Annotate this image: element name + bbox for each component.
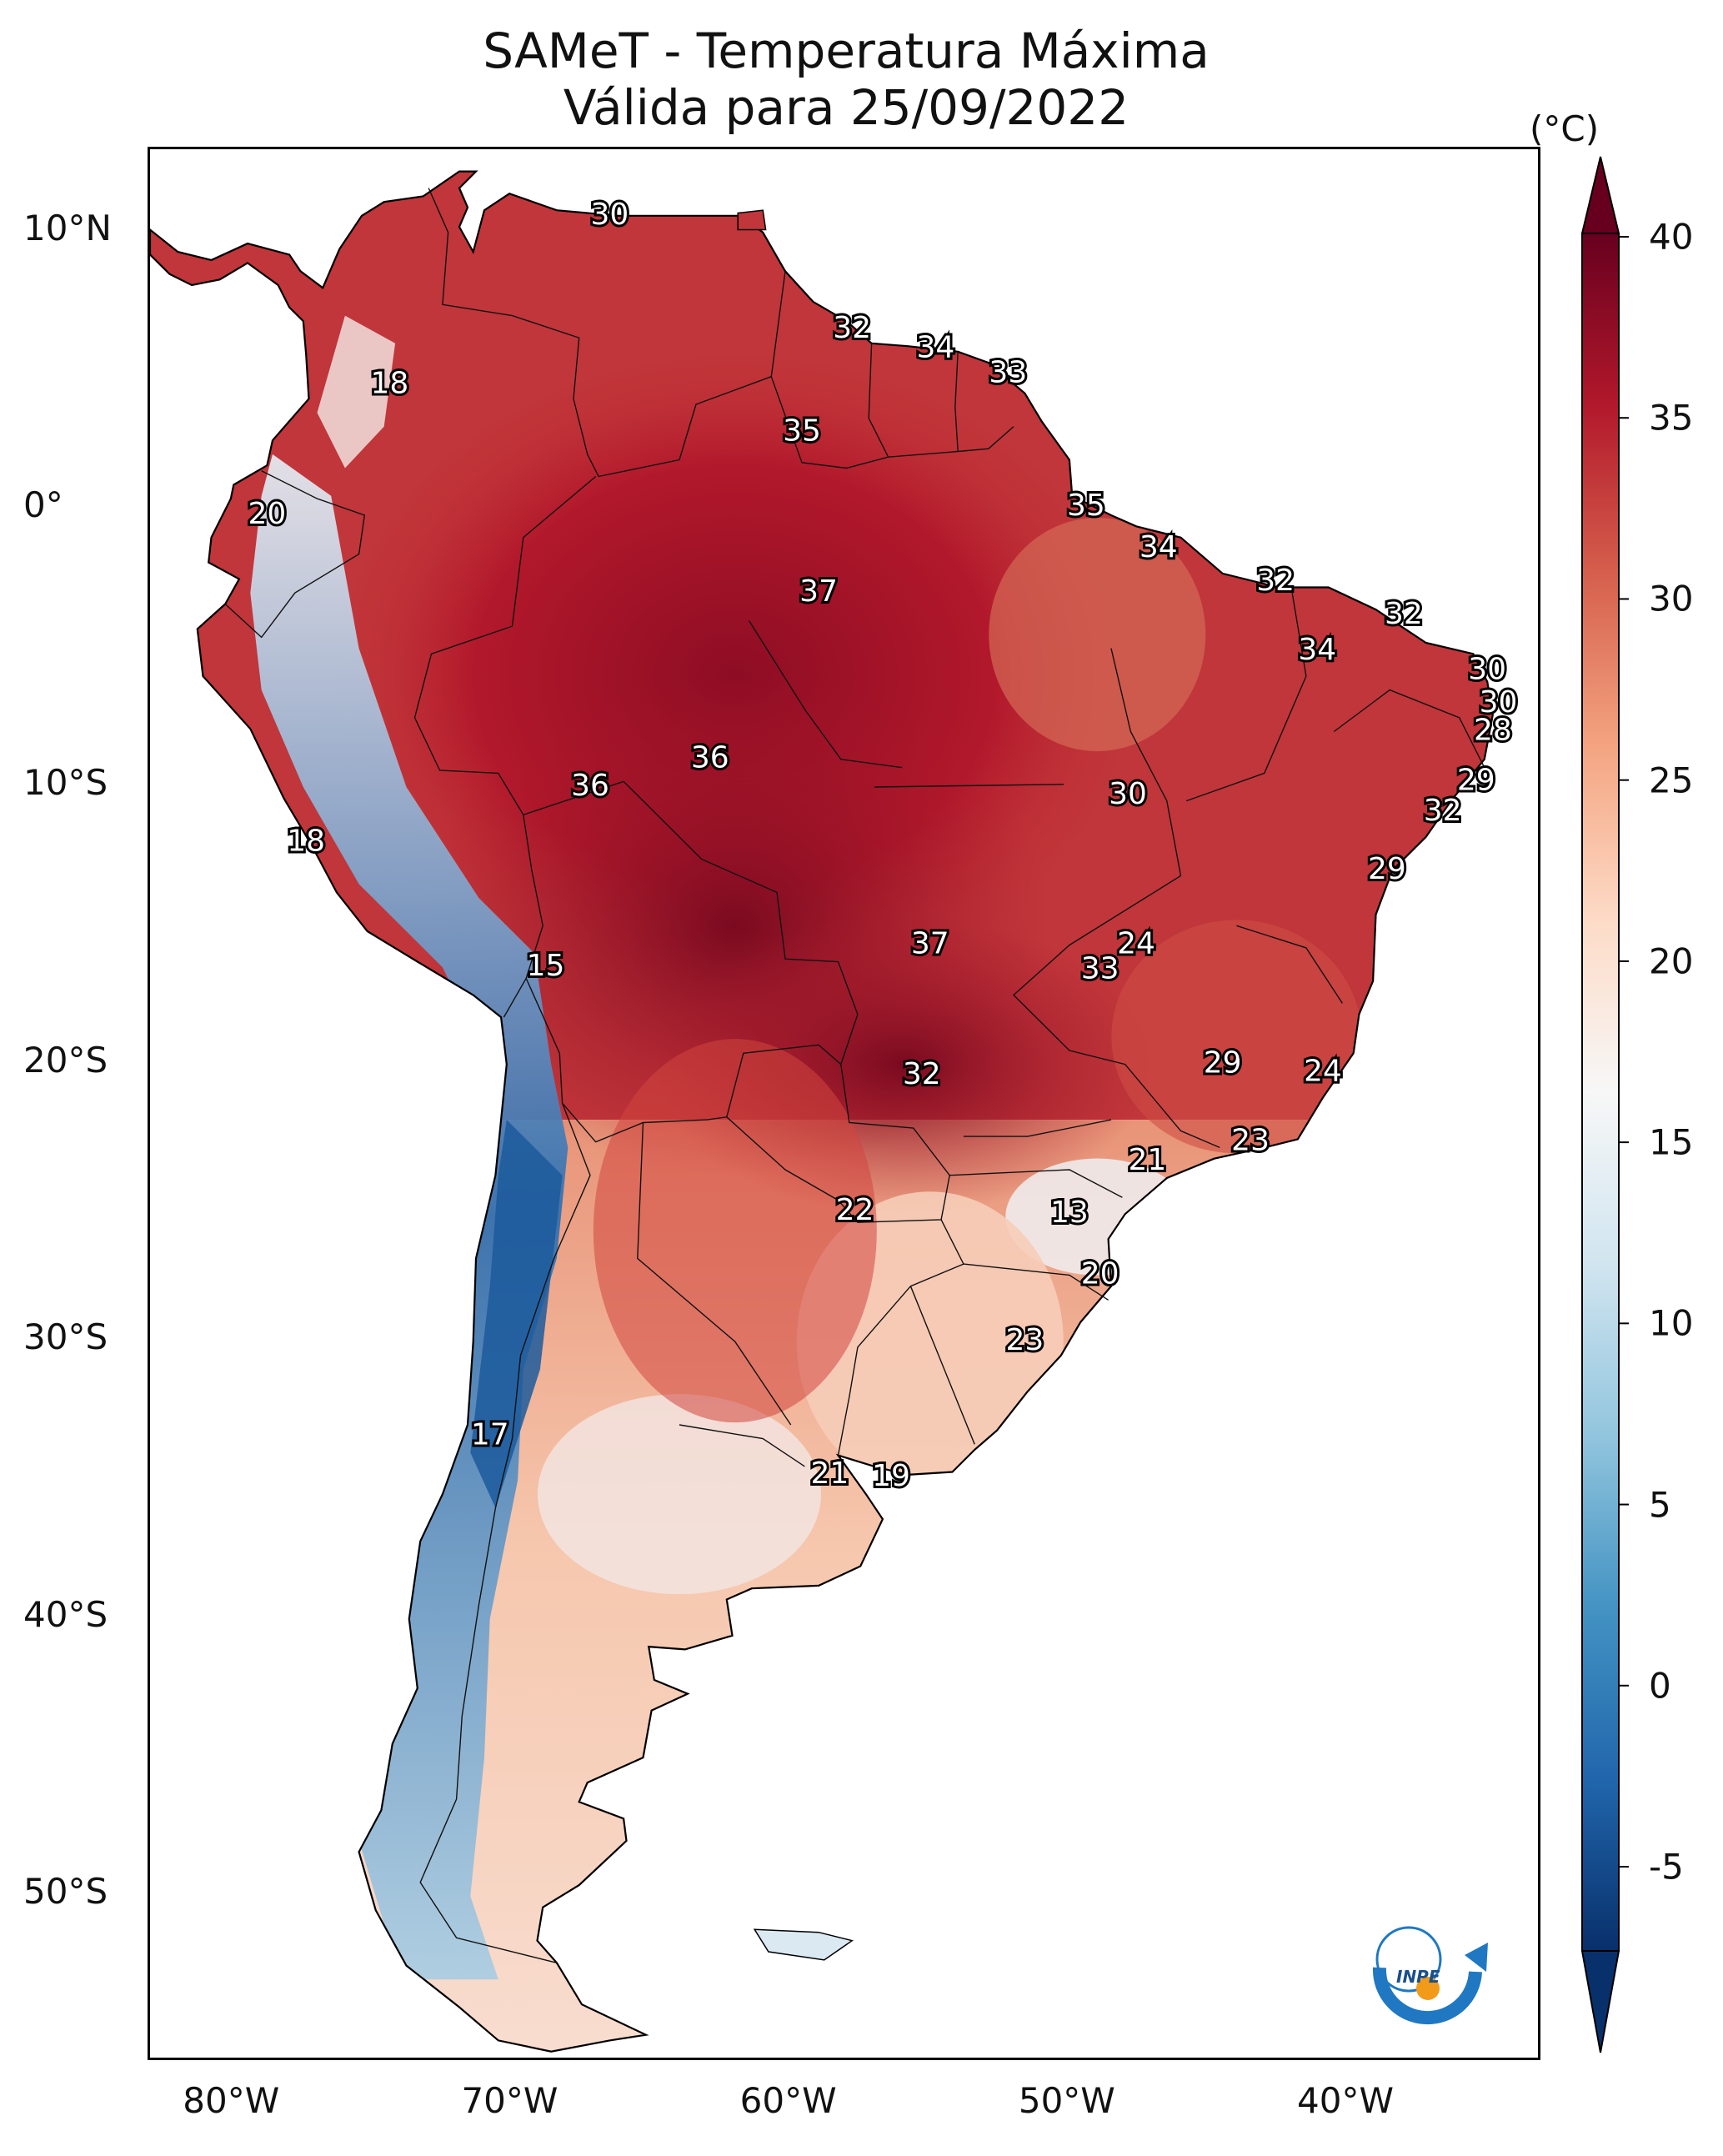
- contour-label: 32: [1256, 564, 1295, 598]
- contour-label: 33: [1081, 952, 1119, 986]
- latitude-tick-label: 50°S: [23, 1871, 108, 1913]
- contour-label: 32: [833, 311, 871, 345]
- contour-label: 23: [1231, 1124, 1270, 1158]
- contour-label: 35: [1067, 489, 1105, 523]
- latitude-tick-label: 0°: [23, 484, 63, 526]
- logo-orbit: [1375, 1926, 1442, 1993]
- contour-label: 29: [1368, 852, 1406, 886]
- country-borders: [224, 188, 1488, 1963]
- contour-label: 37: [911, 927, 949, 961]
- contour-label: 20: [248, 497, 286, 531]
- colorbar: [1580, 156, 1629, 2053]
- contour-label: 29: [1457, 763, 1495, 797]
- contour-label: 34: [1298, 633, 1336, 667]
- longitude-tick-label: 50°W: [1018, 2080, 1115, 2121]
- contour-label: 30: [1468, 652, 1506, 686]
- latitude-tick-label: 10°N: [23, 207, 112, 248]
- colorbar-tick-label: 40: [1649, 216, 1694, 258]
- contour-label: 34: [1139, 530, 1178, 564]
- contour-label: 32: [1385, 597, 1423, 631]
- colorbar-tick-label: 20: [1649, 940, 1694, 982]
- logo-swoosh: [1372, 1967, 1482, 2025]
- contour-label: 23: [1005, 1323, 1044, 1357]
- longitude-tick-label: 80°W: [183, 2080, 280, 2121]
- latitude-tick-label: 30°S: [23, 1316, 108, 1358]
- contour-label: 15: [527, 949, 565, 983]
- colorbar-tick-label: 0: [1649, 1665, 1671, 1707]
- contour-label: 18: [371, 367, 409, 401]
- contour-label: 13: [1050, 1196, 1089, 1230]
- contour-label: 35: [783, 414, 821, 448]
- latitude-tick-label: 10°S: [23, 762, 108, 803]
- colorbar-tick-label: 10: [1649, 1302, 1694, 1344]
- contour-label: 32: [903, 1057, 941, 1091]
- map-title: SAMeT - Temperatura Máxima: [483, 23, 1210, 79]
- logo-dot: [1416, 1977, 1440, 2000]
- logo-text: INPE: [1396, 1967, 1440, 1987]
- colorbar-tick-label: 25: [1649, 760, 1694, 801]
- contour-label: 28: [1474, 713, 1512, 747]
- contour-label: 34: [917, 330, 955, 364]
- contour-label: 24: [1117, 927, 1155, 961]
- colorbar-tick-label: -5: [1649, 1846, 1684, 1888]
- contour-label: 30: [1480, 685, 1518, 720]
- contour-label: 29: [1204, 1046, 1242, 1081]
- contour-label: 21: [811, 1457, 849, 1491]
- contour-label: 20: [1081, 1256, 1119, 1291]
- latitude-tick-label: 20°S: [23, 1039, 108, 1081]
- colorbar-min-arrow: [1580, 1950, 1620, 2053]
- colorbar-tick-label: 35: [1649, 397, 1694, 439]
- latitude-tick-label: 40°S: [23, 1593, 108, 1635]
- colorbar-tick-label: 15: [1649, 1121, 1694, 1163]
- contour-label: 36: [571, 769, 609, 803]
- contour-label: 33: [989, 355, 1027, 389]
- contour-label: 24: [1304, 1055, 1342, 1089]
- contour-label: 37: [799, 574, 838, 609]
- contour-label: 30: [1109, 777, 1147, 811]
- contour-label: 22: [836, 1193, 874, 1227]
- logo-arrow: [1465, 1943, 1488, 1972]
- contour-label: 21: [1129, 1143, 1167, 1177]
- contour-label: 18: [287, 825, 325, 859]
- colorbar-tick-label: 5: [1649, 1484, 1671, 1526]
- map-frame: 30 32 34 33 18 35 35 20 34 32 37 32 34 30 30 28 36 36 30 29…: [148, 147, 1540, 2060]
- colorbar-max-arrow: [1580, 156, 1620, 234]
- longitude-tick-label: 40°W: [1297, 2080, 1395, 2121]
- colorbar-tick-label: 30: [1649, 578, 1694, 619]
- contour-label: 17: [471, 1417, 509, 1452]
- contour-label: 19: [872, 1459, 910, 1493]
- colorbar-unit: (°C): [1530, 108, 1600, 149]
- map-subtitle: Válida para 25/09/2022: [563, 79, 1129, 136]
- longitude-tick-label: 70°W: [461, 2080, 558, 2121]
- longitude-tick-label: 60°W: [739, 2080, 837, 2121]
- land-temperature-field: [150, 170, 1494, 2053]
- contour-label: 36: [691, 741, 729, 775]
- contour-label: 32: [1424, 794, 1462, 828]
- colorbar-gradient: [1582, 233, 1619, 1951]
- inpe-logo: INPE: [1372, 1926, 1488, 2025]
- contour-label: 30: [591, 198, 629, 232]
